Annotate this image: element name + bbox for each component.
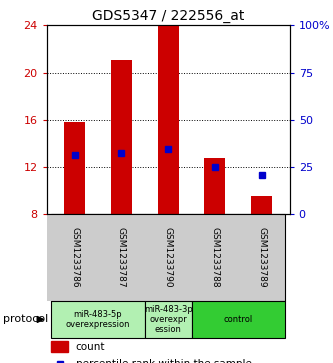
- Text: GSM1233790: GSM1233790: [164, 227, 173, 288]
- Text: miR-483-3p
overexpr
ession: miR-483-3p overexpr ession: [144, 305, 192, 334]
- Bar: [158, 25, 179, 214]
- Text: miR-483-5p
overexpression: miR-483-5p overexpression: [66, 310, 130, 329]
- Bar: [51, 214, 98, 301]
- Bar: [145, 301, 191, 338]
- Bar: [191, 214, 238, 301]
- Text: percentile rank within the sample: percentile rank within the sample: [76, 359, 252, 363]
- Bar: [111, 60, 132, 214]
- Text: GSM1233788: GSM1233788: [210, 227, 219, 288]
- Bar: [64, 122, 85, 214]
- Text: count: count: [76, 342, 105, 352]
- Bar: [98, 214, 145, 301]
- Title: GDS5347 / 222556_at: GDS5347 / 222556_at: [92, 9, 244, 23]
- Bar: [238, 214, 285, 301]
- Bar: [51, 301, 145, 338]
- Bar: [52, 341, 69, 352]
- Bar: [145, 214, 191, 301]
- Text: protocol: protocol: [3, 314, 49, 325]
- Text: control: control: [224, 315, 253, 324]
- Text: GSM1233786: GSM1233786: [70, 227, 79, 288]
- Text: GSM1233787: GSM1233787: [117, 227, 126, 288]
- Text: GSM1233789: GSM1233789: [257, 227, 266, 288]
- Bar: [204, 158, 225, 214]
- Bar: [251, 196, 272, 214]
- Bar: [191, 301, 285, 338]
